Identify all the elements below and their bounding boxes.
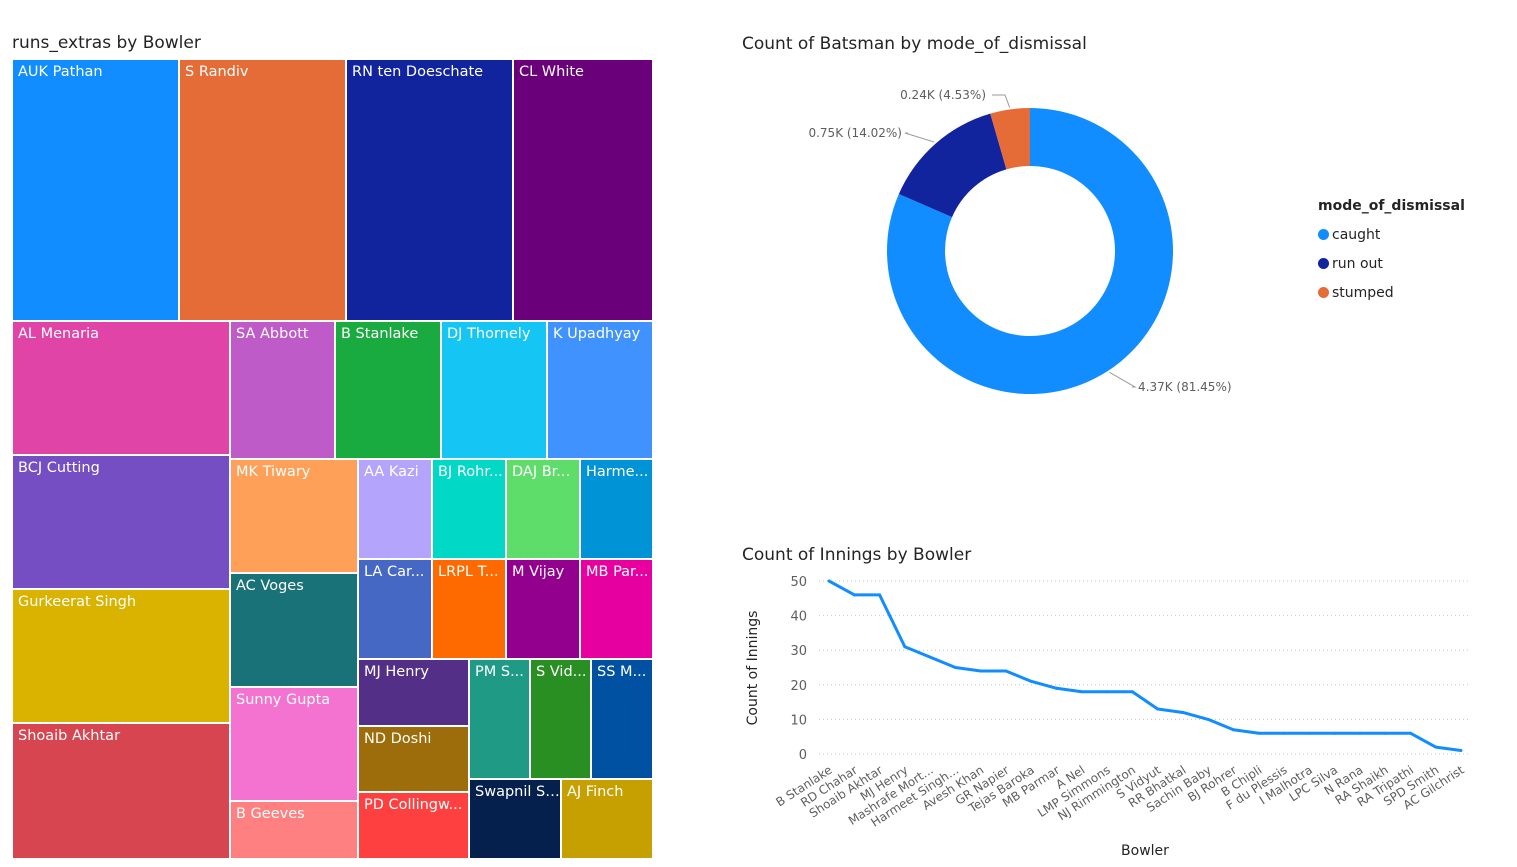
treemap-tile[interactable]: CL White — [513, 59, 653, 321]
donut-leader-line — [992, 94, 1011, 108]
y-tick-label: 10 — [790, 713, 807, 728]
line-point[interactable] — [1307, 731, 1311, 735]
legend-label: run out — [1332, 255, 1383, 272]
treemap-tile[interactable]: Swapnil Si... — [469, 779, 561, 859]
y-tick-label: 20 — [790, 679, 807, 694]
y-tick-label: 40 — [790, 610, 807, 625]
legend-title: mode_of_dismissal — [1318, 198, 1465, 214]
line-point[interactable] — [1282, 731, 1286, 735]
legend-label: caught — [1332, 226, 1381, 243]
line-point[interactable] — [979, 669, 983, 673]
treemap-tile[interactable]: AA Kazi — [358, 459, 432, 559]
treemap-title: runs_extras by Bowler — [12, 33, 201, 53]
treemap-tile[interactable]: M Vijay — [506, 559, 580, 659]
donut-leader-line — [904, 132, 935, 143]
line-point[interactable] — [1358, 731, 1362, 735]
line-point[interactable] — [1029, 679, 1033, 683]
line-point[interactable] — [1333, 731, 1337, 735]
treemap-tile[interactable]: Shoaib Akhtar — [12, 723, 230, 859]
line-point[interactable] — [1130, 690, 1134, 694]
line-point[interactable] — [953, 666, 957, 669]
donut-data-label: 0.75K (14.02%) — [808, 126, 902, 140]
legend-item-stumped[interactable]: stumped — [1318, 278, 1465, 307]
y-tick-label: 30 — [790, 644, 807, 659]
line-point[interactable] — [1004, 669, 1008, 673]
donut-title: Count of Batsman by mode_of_dismissal — [742, 34, 1087, 54]
treemap-tile[interactable]: LRPL T... — [432, 559, 506, 659]
treemap-tile[interactable]: S Vid... — [530, 659, 591, 779]
treemap-tile[interactable]: AJ Finch — [561, 779, 653, 859]
donut-slice-caught[interactable] — [887, 108, 1173, 394]
line-point[interactable] — [1257, 731, 1261, 735]
treemap-tile[interactable]: BCJ Cutting — [12, 455, 230, 589]
line-point[interactable] — [827, 579, 831, 583]
legend-dot-icon — [1318, 287, 1329, 298]
line-point[interactable] — [903, 645, 907, 649]
line-point[interactable] — [928, 655, 932, 659]
line-point[interactable] — [852, 593, 856, 597]
line-point[interactable] — [1408, 731, 1412, 735]
line-point[interactable] — [1055, 686, 1059, 690]
treemap-tile[interactable]: DAJ Br... — [506, 459, 580, 559]
treemap-tile[interactable]: MB Par... — [580, 559, 653, 659]
treemap-tile[interactable]: MK Tiwary — [230, 459, 358, 573]
legend-item-caught[interactable]: caught — [1318, 220, 1465, 249]
line-point[interactable] — [1434, 745, 1438, 749]
line-point[interactable] — [1156, 707, 1160, 711]
treemap-tile[interactable]: ND Doshi — [358, 726, 469, 792]
line-title: Count of Innings by Bowler — [742, 545, 972, 565]
legend-item-run-out[interactable]: run out — [1318, 249, 1465, 278]
treemap-tile[interactable]: B Stanlake — [335, 321, 441, 459]
treemap-tile[interactable]: Gurkeerat Singh — [12, 589, 230, 723]
treemap-tile[interactable]: Sunny Gupta — [230, 687, 358, 801]
treemap-tile[interactable]: AUK Pathan — [12, 59, 179, 321]
treemap-tile[interactable]: MJ Henry — [358, 659, 469, 726]
line-point[interactable] — [1206, 717, 1210, 721]
donut-slice-stumped[interactable] — [990, 108, 1030, 170]
y-tick-label: 50 — [790, 575, 807, 590]
treemap-tile[interactable]: DJ Thornely — [441, 321, 547, 459]
line-point[interactable] — [1080, 690, 1084, 694]
line-point[interactable] — [1181, 710, 1185, 714]
donut-legend: mode_of_dismissal caught run out stumped — [1318, 198, 1465, 307]
line-point[interactable] — [1105, 690, 1109, 694]
x-axis-title: Bowler — [1121, 843, 1169, 859]
treemap-tile[interactable]: AL Menaria — [12, 321, 230, 455]
treemap-tile[interactable]: Harme... — [580, 459, 653, 559]
line-series[interactable] — [828, 579, 1462, 753]
donut-chart: 4.37K (81.45%) 0.75K (14.02%) 0.24K (4.53%… — [808, 88, 1232, 394]
donut-slice-run-out[interactable] — [898, 113, 1007, 218]
treemap-tile[interactable]: PM S... — [469, 659, 530, 779]
treemap-tile[interactable]: BJ Rohr... — [432, 459, 506, 559]
legend-label: stumped — [1332, 284, 1394, 301]
line-point[interactable] — [1383, 731, 1387, 735]
treemap-tile[interactable]: K Upadhyay — [547, 321, 653, 459]
legend-dot-icon — [1318, 229, 1329, 240]
line-point[interactable] — [1459, 749, 1463, 753]
treemap-tile[interactable]: B Geeves — [230, 801, 358, 859]
donut-leader-line — [1109, 371, 1137, 388]
treemap-tile[interactable]: RN ten Doeschate — [346, 59, 513, 321]
treemap-tile[interactable]: AC Voges — [230, 573, 358, 687]
treemap-tile[interactable]: PD Collingw... — [358, 792, 469, 859]
y-axis-title: Count of Innings — [745, 611, 761, 726]
treemap-chart: AUK Pathan S Randiv RN ten Doeschate CL Whi… — [12, 59, 653, 859]
donut-data-label: 4.37K (81.45%) — [1138, 380, 1232, 394]
treemap-tile[interactable]: SS M... — [591, 659, 653, 779]
donut-data-label: 0.24K (4.53%) — [900, 88, 986, 102]
legend-dot-icon — [1318, 258, 1329, 269]
treemap-tile[interactable]: SA Abbott — [230, 321, 335, 459]
y-tick-label: 0 — [799, 748, 807, 763]
line-point[interactable] — [1231, 728, 1235, 732]
treemap-tile[interactable]: S Randiv — [179, 59, 346, 321]
line-point[interactable] — [878, 593, 882, 597]
treemap-tile[interactable]: LA Car... — [358, 559, 432, 659]
